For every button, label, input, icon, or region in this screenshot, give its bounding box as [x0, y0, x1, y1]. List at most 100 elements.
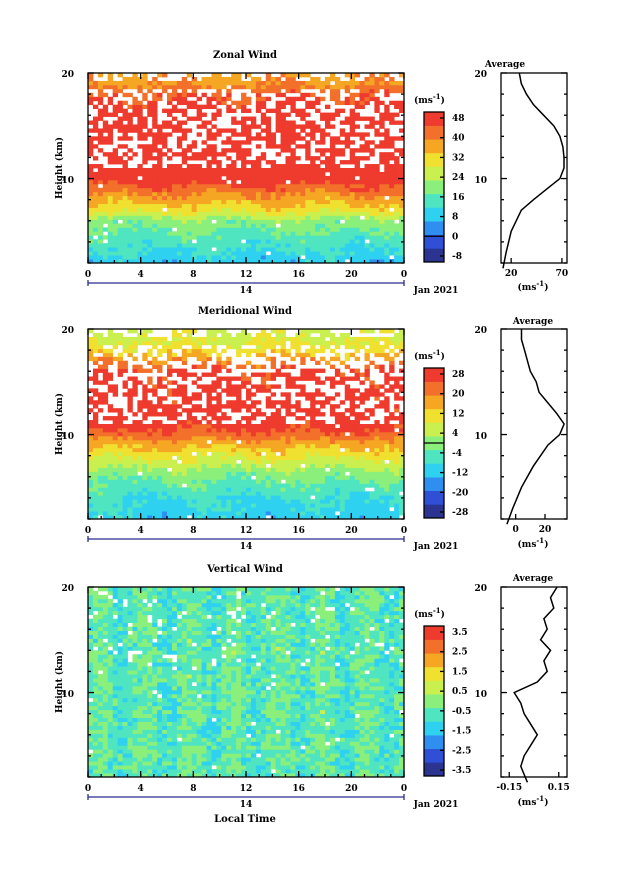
- heatmap-cell: [167, 392, 173, 397]
- heatmap-cell: [241, 499, 247, 504]
- heatmap-cell: [310, 211, 316, 216]
- heatmap-cell: [171, 435, 178, 441]
- heatmap-cell: [334, 227, 341, 232]
- heatmap-cell: [107, 84, 114, 90]
- heatmap-cell: [152, 191, 158, 197]
- heatmap-cell: [226, 467, 232, 472]
- heatmap-cell: [290, 364, 296, 369]
- heatmap-cell: [354, 251, 360, 256]
- heatmap-cell: [97, 187, 104, 193]
- heatmap-cell: [300, 124, 306, 129]
- heatmap-cell: [384, 179, 390, 185]
- heatmap-cell: [315, 96, 321, 102]
- heatmap-cell: [186, 329, 193, 334]
- heatmap-cell: [295, 219, 301, 224]
- heatmap-cell: [394, 80, 400, 86]
- heatmap-cell: [92, 455, 99, 461]
- heatmap-cell: [275, 455, 281, 461]
- heatmap-cell: [305, 455, 311, 461]
- heatmap-cell: [181, 259, 188, 264]
- heatmap-cell: [285, 203, 291, 208]
- heatmap-cell: [265, 211, 272, 216]
- heatmap-cell: [334, 507, 341, 512]
- heatmap-cell: [122, 479, 128, 484]
- heatmap-cell: [265, 247, 272, 252]
- heatmap-cell: [246, 247, 252, 252]
- heatmap-cell: [117, 120, 123, 125]
- heatmap-cell: [310, 392, 316, 397]
- heatmap-cell: [379, 80, 385, 86]
- heatmap-cell: [92, 495, 99, 500]
- heatmap-cell: [389, 152, 395, 157]
- heatmap-cell: [389, 195, 395, 201]
- heatmap-cell: [384, 340, 390, 346]
- heatmap-cell: [181, 431, 188, 437]
- heatmap-cell: [399, 459, 405, 464]
- heatmap-cell: [88, 344, 94, 350]
- heatmap-cell: [137, 239, 143, 244]
- heatmap-cell: [300, 112, 306, 117]
- heatmap-cell: [354, 243, 360, 248]
- heatmap-cell: [171, 215, 178, 220]
- heatmap-cell: [186, 487, 193, 492]
- heatmap-cell: [384, 207, 390, 212]
- heatmap-cell: [152, 364, 158, 369]
- heatmap-cell: [280, 231, 286, 236]
- heatmap-cell: [325, 120, 331, 125]
- heatmap-cell: [181, 227, 188, 232]
- heatmap-cell: [379, 424, 385, 429]
- heatmap-cell: [122, 76, 128, 82]
- heatmap-cell: [241, 179, 247, 185]
- heatmap-cell: [171, 495, 178, 500]
- heatmap-cell: [344, 207, 351, 212]
- heatmap-cell: [102, 140, 109, 145]
- heatmap-cell: [102, 152, 109, 157]
- heatmap-cell: [196, 187, 202, 193]
- heatmap-cell: [211, 515, 217, 520]
- heatmap-cell: [127, 235, 133, 240]
- heatmap-cell: [241, 455, 247, 461]
- heatmap-cell: [339, 259, 346, 264]
- heatmap-cell: [384, 344, 390, 350]
- heatmap-cell: [97, 140, 104, 145]
- heatmap-cell: [359, 136, 365, 141]
- heatmap-cell: [181, 388, 188, 393]
- heatmap-cell: [334, 459, 341, 464]
- heatmap-cell: [221, 471, 227, 476]
- heatmap-cell: [384, 175, 390, 181]
- heatmap-cell: [216, 467, 222, 472]
- heatmap-cell: [339, 235, 346, 240]
- heatmap-cell: [216, 459, 222, 464]
- heatmap-cell: [88, 183, 94, 189]
- heatmap-cell: [399, 463, 405, 468]
- heatmap-cell: [152, 164, 158, 169]
- heatmap-cell: [310, 132, 316, 137]
- heatmap-cell: [379, 124, 385, 129]
- heatmap-cell: [394, 479, 400, 484]
- heatmap-cell: [265, 183, 272, 189]
- heatmap-cell: [265, 227, 272, 232]
- heatmap-cell: [147, 435, 153, 441]
- heatmap-cell: [122, 455, 128, 461]
- heatmap-cell: [384, 451, 390, 457]
- heatmap-cell: [250, 164, 257, 169]
- heatmap-cell: [167, 108, 173, 113]
- heatmap-cell: [181, 392, 188, 397]
- heatmap-cell: [295, 376, 301, 381]
- heatmap-cell: [379, 443, 385, 449]
- heatmap-cell: [216, 247, 222, 252]
- heatmap-cell: [364, 235, 370, 240]
- heatmap-cell: [334, 431, 341, 437]
- heatmap-cell: [260, 503, 267, 508]
- heatmap-cell: [329, 160, 336, 165]
- heatmap-cell: [255, 175, 262, 181]
- heatmap-cell: [167, 219, 173, 224]
- heatmap-cell: [290, 195, 296, 201]
- heatmap-cell: [191, 404, 198, 409]
- heatmap-cell: [196, 231, 202, 236]
- heatmap-cell: [389, 251, 395, 256]
- heatmap-cell: [275, 164, 281, 169]
- heatmap-cell: [334, 483, 341, 488]
- heatmap-cell: [384, 329, 390, 334]
- heatmap-cell: [186, 459, 193, 464]
